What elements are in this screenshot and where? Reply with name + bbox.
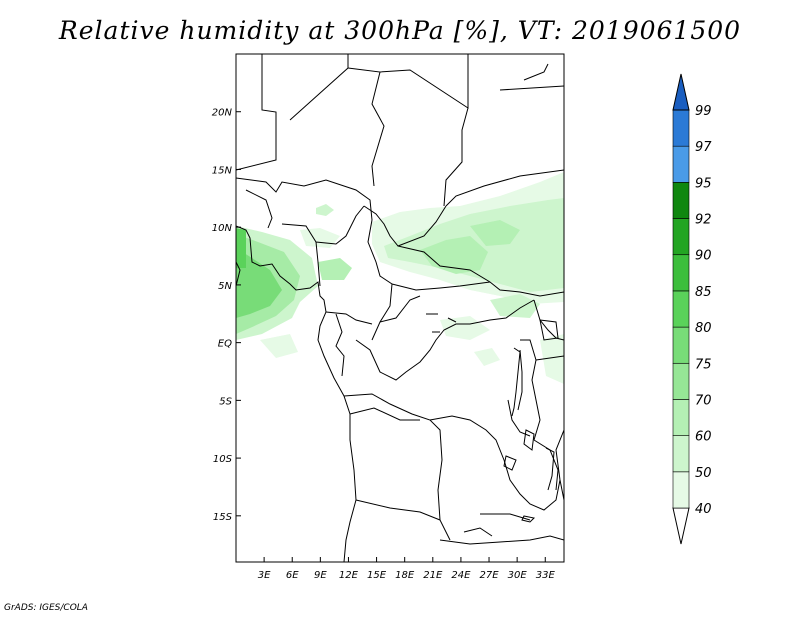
colorbar-box — [672, 182, 690, 219]
x-tick-label: 27E — [480, 570, 500, 581]
humidity-area-west-coast-core — [236, 248, 282, 318]
colorbar-box — [672, 326, 690, 364]
colorbar-box — [672, 290, 690, 328]
colorbar-box — [672, 362, 690, 400]
x-tick-label: 30E — [508, 570, 528, 581]
colorbar: 40 50 60 70 75 80 85 90 92 95 97 99 — [672, 73, 712, 545]
x-tick-label: 21E — [423, 570, 443, 581]
humidity-area-cameroon — [318, 258, 352, 280]
colorbar-label: 80 — [695, 321, 712, 336]
y-tick-label: 20N — [212, 108, 233, 119]
x-tick-label: 24E — [451, 570, 471, 581]
colorbar-label: 99 — [695, 104, 712, 119]
colorbar-label: 90 — [695, 249, 712, 264]
colorbar-label: 50 — [695, 466, 712, 481]
colorbar-label: 92 — [695, 213, 712, 228]
y-tick-label: EQ — [218, 339, 232, 350]
humidity-area-west-ocean — [260, 334, 298, 358]
colorbar-box — [672, 399, 690, 436]
chart-title: Relative humidity at 300hPa [%], VT: 201… — [58, 16, 742, 45]
humidity-area-east-3 — [474, 348, 500, 366]
y-tick-label: 15S — [213, 512, 233, 523]
credit-label: GrADS: IGES/COLA — [4, 603, 88, 613]
map-frame — [235, 53, 565, 563]
y-tick-label: 5N — [218, 281, 232, 292]
humidity-area-nigeria-1 — [316, 204, 334, 216]
colorbar-box — [672, 145, 690, 183]
colorbar-label: 70 — [695, 393, 712, 408]
colorbar-label: 60 — [695, 430, 712, 445]
x-tick-label: 9E — [314, 570, 327, 581]
humidity-area-sudan-core — [470, 220, 520, 246]
x-tick-label: 12E — [339, 570, 359, 581]
colorbar-box — [672, 109, 690, 147]
x-tick-label: 15E — [367, 570, 387, 581]
humidity-area-east-4 — [540, 334, 564, 384]
coastline-borders — [236, 54, 564, 562]
colorbar-box — [672, 218, 690, 256]
colorbar-label: 40 — [695, 502, 712, 517]
humidity-area-coast-strip — [236, 228, 246, 268]
x-tick-label: 6E — [286, 570, 299, 581]
y-tick-label: 10N — [212, 223, 233, 234]
colorbar-high-arrow — [672, 73, 690, 111]
y-axis: 20N 15N 10N 5N EQ 5S 10S 15S — [212, 108, 241, 523]
colorbar-label: 85 — [695, 285, 712, 300]
colorbar-label: 97 — [695, 140, 712, 155]
y-tick-label: 15N — [212, 165, 233, 176]
colorbar-box — [672, 435, 690, 473]
x-tick-label: 3E — [258, 570, 271, 581]
x-tick-label: 18E — [395, 570, 415, 581]
x-tick-label: 33E — [536, 570, 556, 581]
humidity-area-central-band-core — [420, 236, 488, 274]
y-tick-label: 10S — [213, 454, 233, 465]
y-tick-label: 5S — [219, 396, 232, 407]
humidity-area-east-1 — [490, 294, 540, 318]
colorbar-box — [672, 254, 690, 292]
colorbar-label: 95 — [695, 176, 712, 191]
colorbar-label: 75 — [695, 357, 712, 372]
colorbar-box — [672, 471, 690, 509]
colorbar-low-arrow — [672, 507, 690, 545]
x-axis: 3E 6E 9E 12E 15E 18E 21E 24E 27E 30E 33E — [258, 557, 556, 581]
